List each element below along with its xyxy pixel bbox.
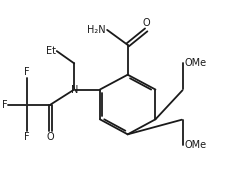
Text: F: F [2, 99, 7, 109]
Text: F: F [24, 67, 30, 77]
Text: OMe: OMe [184, 58, 206, 68]
Text: N: N [71, 84, 78, 95]
Text: OMe: OMe [184, 140, 206, 150]
Text: F: F [24, 132, 30, 142]
Text: Et: Et [46, 46, 56, 56]
Text: O: O [142, 18, 150, 28]
Text: H₂N: H₂N [88, 25, 106, 35]
Text: O: O [47, 132, 54, 142]
